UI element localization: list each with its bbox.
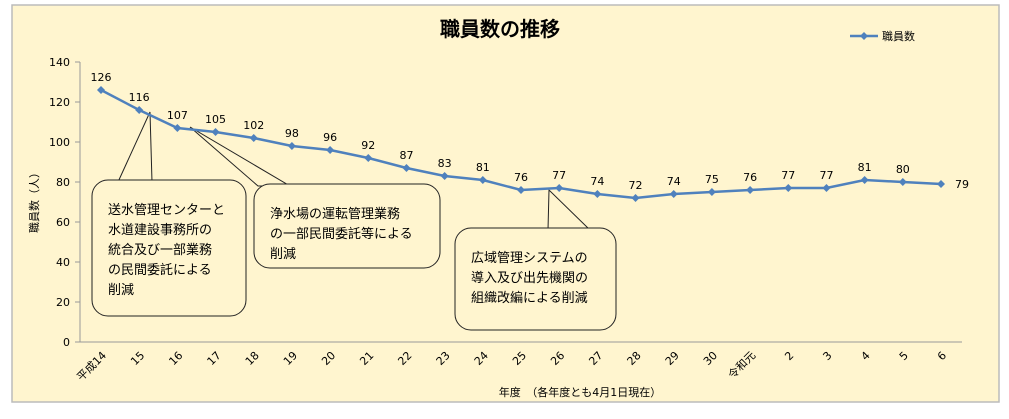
data-point <box>287 142 296 150</box>
data-point <box>669 190 678 198</box>
y-tick-label: 40 <box>56 256 70 269</box>
data-point <box>326 146 335 154</box>
data-point <box>784 184 793 192</box>
y-tick-label: 100 <box>49 136 70 149</box>
data-label: 98 <box>285 127 299 140</box>
data-point <box>631 194 640 202</box>
data-label: 75 <box>705 173 719 186</box>
legend-label: 職員数 <box>882 30 915 43</box>
callout-text: の一部民間委託等による <box>270 226 413 242</box>
data-label: 72 <box>629 179 643 192</box>
data-point <box>937 180 945 188</box>
x-axis-label: 年度 （各年度とも4月1日現在） <box>499 385 662 399</box>
callout-text: 導入及び出先機関の <box>471 271 588 286</box>
y-tick-label: 0 <box>63 336 70 349</box>
data-label: 77 <box>819 169 833 182</box>
data-point <box>97 86 105 94</box>
data-label: 92 <box>361 139 375 152</box>
callout-text: 統合及び一部業務 <box>108 242 212 258</box>
data-point <box>364 154 373 162</box>
data-point <box>517 186 525 194</box>
chart-title: 職員数の推移 <box>440 17 560 41</box>
y-tick-label: 140 <box>49 56 70 69</box>
callout-text: 水道建設事務所の <box>108 222 212 238</box>
callout-text: 広域管理システムの <box>471 251 588 266</box>
callout-box <box>91 179 247 317</box>
data-label: 74 <box>590 175 604 188</box>
data-label: 96 <box>323 131 337 144</box>
y-tick-label: 20 <box>56 296 70 309</box>
data-label: 76 <box>514 171 528 184</box>
data-point <box>249 134 258 142</box>
data-label: 74 <box>667 175 681 188</box>
data-label: 102 <box>243 119 264 132</box>
data-point <box>898 178 907 186</box>
data-point <box>822 184 831 192</box>
data-point <box>478 176 487 184</box>
data-point <box>440 172 449 180</box>
callout-text: 組織改編による削減 <box>471 290 588 306</box>
callout-text: 削減 <box>270 246 296 262</box>
callout-box <box>454 227 617 331</box>
data-point <box>402 164 411 172</box>
data-label: 126 <box>91 71 112 84</box>
data-point <box>707 188 716 196</box>
callout-text: 送水管理センターと <box>108 203 225 218</box>
y-axis-label: 職員数（人） <box>28 167 41 233</box>
y-tick-label: 60 <box>56 216 70 229</box>
legend-marker <box>860 32 868 40</box>
data-label: 77 <box>552 169 566 182</box>
callout-text: の民間委託による <box>108 262 212 278</box>
data-label: 107 <box>167 109 188 122</box>
data-label: 76 <box>743 171 757 184</box>
data-label: 83 <box>438 157 452 170</box>
callout-box <box>253 183 441 269</box>
data-point <box>746 186 755 194</box>
callout-text: 削減 <box>108 282 134 298</box>
data-point <box>593 190 602 198</box>
data-label: 79 <box>955 178 969 191</box>
data-label: 81 <box>858 161 872 174</box>
y-tick-label: 120 <box>49 96 70 109</box>
y-tick-label: 80 <box>56 176 70 189</box>
data-label: 80 <box>896 163 910 176</box>
data-label: 87 <box>399 149 413 162</box>
data-label: 105 <box>205 113 226 126</box>
data-point <box>211 128 220 136</box>
data-label: 116 <box>129 91 150 104</box>
data-point <box>173 124 182 132</box>
callout-text: 浄水場の運転管理業務 <box>270 206 400 222</box>
data-label: 77 <box>781 169 795 182</box>
data-point <box>555 184 564 192</box>
data-label: 81 <box>476 161 490 174</box>
data-point <box>860 176 869 184</box>
data-point <box>135 106 144 114</box>
